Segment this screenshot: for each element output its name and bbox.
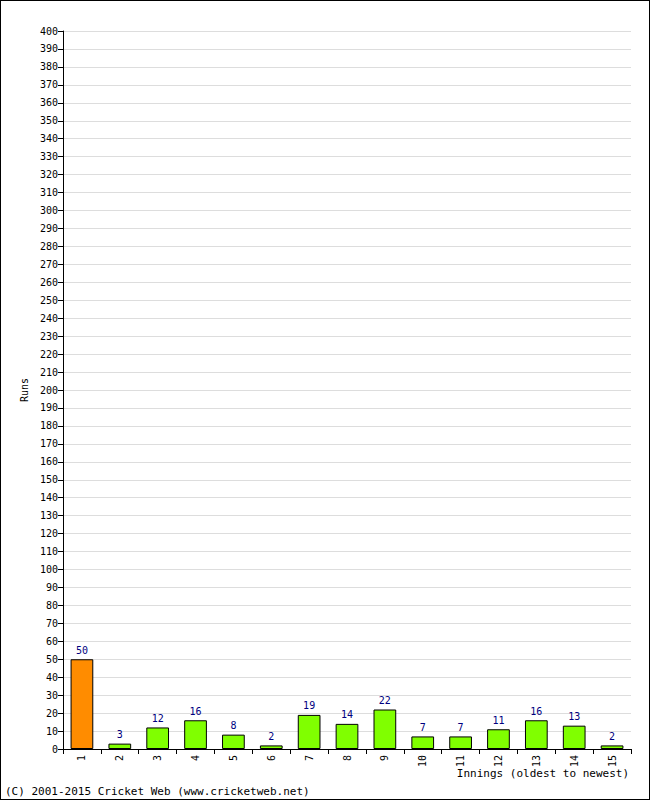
svg-text:14: 14: [569, 755, 580, 767]
svg-text:19: 19: [303, 700, 315, 711]
svg-text:200: 200: [40, 385, 58, 396]
svg-text:340: 340: [40, 133, 58, 144]
svg-text:60: 60: [46, 636, 58, 647]
svg-text:110: 110: [40, 546, 58, 557]
svg-text:310: 310: [40, 187, 58, 198]
svg-text:210: 210: [40, 367, 58, 378]
svg-text:7: 7: [304, 755, 315, 761]
svg-text:280: 280: [40, 241, 58, 252]
svg-text:0: 0: [52, 744, 58, 755]
svg-text:90: 90: [46, 582, 58, 593]
svg-text:12: 12: [152, 713, 164, 724]
svg-text:22: 22: [379, 695, 391, 706]
svg-text:320: 320: [40, 169, 58, 180]
svg-text:16: 16: [530, 706, 542, 717]
svg-text:270: 270: [40, 259, 58, 270]
svg-text:250: 250: [40, 295, 58, 306]
svg-text:16: 16: [190, 706, 202, 717]
svg-text:2: 2: [268, 731, 274, 742]
svg-text:50: 50: [46, 654, 58, 665]
svg-text:150: 150: [40, 474, 58, 485]
svg-text:370: 370: [40, 79, 58, 90]
svg-text:330: 330: [40, 151, 58, 162]
svg-text:20: 20: [46, 708, 58, 719]
svg-text:13: 13: [568, 711, 580, 722]
svg-text:7: 7: [458, 722, 464, 733]
svg-text:80: 80: [46, 600, 58, 611]
svg-text:9: 9: [379, 755, 390, 761]
svg-text:4: 4: [190, 755, 201, 761]
svg-text:290: 290: [40, 223, 58, 234]
svg-text:230: 230: [40, 331, 58, 342]
svg-text:120: 120: [40, 528, 58, 539]
svg-text:Innings (oldest to newest): Innings (oldest to newest): [457, 767, 629, 780]
svg-text:100: 100: [40, 564, 58, 575]
svg-text:220: 220: [40, 349, 58, 360]
svg-text:12: 12: [493, 755, 504, 767]
svg-text:40: 40: [46, 672, 58, 683]
svg-text:5: 5: [228, 755, 239, 761]
svg-text:390: 390: [40, 43, 58, 54]
svg-text:190: 190: [40, 402, 58, 413]
svg-text:240: 240: [40, 313, 58, 324]
svg-text:3: 3: [152, 755, 163, 761]
svg-text:14: 14: [341, 709, 353, 720]
svg-text:260: 260: [40, 277, 58, 288]
svg-text:30: 30: [46, 690, 58, 701]
svg-text:360: 360: [40, 97, 58, 108]
svg-text:10: 10: [46, 726, 58, 737]
svg-text:2: 2: [609, 731, 615, 742]
svg-text:400: 400: [40, 26, 58, 37]
svg-text:1: 1: [76, 755, 87, 761]
svg-text:Runs: Runs: [19, 378, 30, 402]
svg-text:15: 15: [607, 755, 618, 767]
svg-text:8: 8: [342, 755, 353, 761]
svg-text:10: 10: [417, 755, 428, 767]
svg-text:2: 2: [114, 755, 125, 761]
svg-text:(C) 2001-2015 Cricket Web (www: (C) 2001-2015 Cricket Web (www.cricketwe…: [5, 785, 310, 798]
svg-text:50: 50: [76, 645, 88, 656]
svg-text:8: 8: [230, 720, 236, 731]
svg-text:11: 11: [492, 715, 504, 726]
svg-text:7: 7: [420, 722, 426, 733]
svg-text:300: 300: [40, 205, 58, 216]
svg-text:6: 6: [266, 755, 277, 761]
svg-text:11: 11: [455, 755, 466, 767]
svg-text:350: 350: [40, 115, 58, 126]
svg-text:160: 160: [40, 456, 58, 467]
svg-text:70: 70: [46, 618, 58, 629]
svg-text:3: 3: [117, 729, 123, 740]
svg-text:13: 13: [531, 755, 542, 767]
svg-text:170: 170: [40, 438, 58, 449]
svg-text:140: 140: [40, 492, 58, 503]
svg-text:380: 380: [40, 61, 58, 72]
svg-text:130: 130: [40, 510, 58, 521]
svg-text:180: 180: [40, 420, 58, 431]
